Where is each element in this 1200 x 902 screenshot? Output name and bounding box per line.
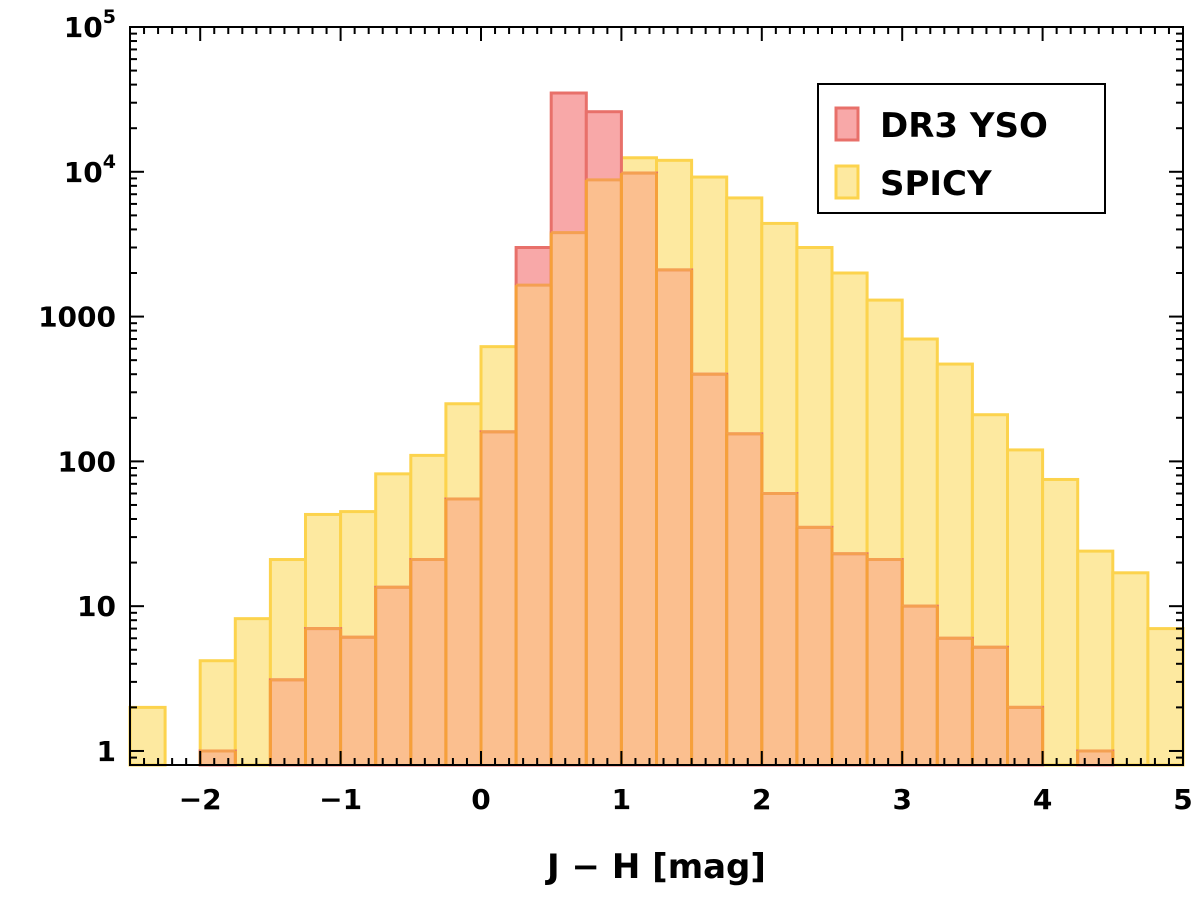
spicy-bar — [1076, 549, 1115, 767]
x-tick-label: −1 — [319, 783, 362, 816]
legend-swatch — [834, 106, 860, 142]
overlap-bar — [1009, 708, 1042, 765]
plot-frame — [129, 26, 1184, 766]
overlap-bar — [201, 752, 234, 765]
overlap-bar — [552, 234, 585, 766]
y-tick-label: 1000 — [38, 301, 116, 334]
overlap-bar — [482, 433, 515, 765]
overlap-bar — [938, 639, 971, 765]
legend: DR3 YSO SPICY — [817, 83, 1106, 214]
overlap-bar — [447, 500, 480, 765]
legend-label: DR3 YSO — [880, 106, 1048, 146]
x-tick-label: 5 — [1173, 783, 1192, 816]
x-tick-label: 3 — [892, 783, 911, 816]
y-tick-label: 104 — [64, 151, 116, 189]
overlap-bar — [587, 181, 620, 766]
x-tick-label: 0 — [471, 783, 490, 816]
y-tick-label: 10 — [77, 590, 116, 623]
x-tick-label: 1 — [612, 783, 631, 816]
spicy-bar — [233, 617, 272, 767]
x-tick-label: −2 — [179, 783, 222, 816]
spicy-bar — [1041, 477, 1080, 767]
overlap-bar — [1079, 752, 1112, 765]
overlap-bar — [412, 561, 445, 765]
overlap-bar — [307, 630, 340, 765]
overlap-bar — [763, 495, 796, 765]
legend-box — [817, 83, 1106, 214]
y-tick-label: 105 — [64, 6, 116, 44]
x-axis-label: J − H [mag] — [545, 847, 766, 887]
overlap-bar — [973, 648, 1006, 765]
overlap-bar — [903, 607, 936, 765]
overlap-bar — [517, 286, 550, 765]
overlap-bar — [271, 681, 304, 765]
x-tick-label: 4 — [1033, 783, 1052, 816]
overlap-bar — [342, 638, 375, 765]
legend-swatch — [834, 164, 860, 200]
overlap-bar — [658, 271, 691, 765]
spicy-bar — [128, 705, 167, 767]
y-tick-label: 1 — [97, 735, 116, 768]
legend-label: SPICY — [880, 164, 992, 204]
spicy-bar — [1111, 571, 1150, 767]
overlap-bar — [693, 375, 726, 765]
overlap-bar — [868, 561, 901, 765]
spicy-bar — [198, 659, 237, 767]
overlap-bars — [198, 171, 1115, 766]
overlap-bar — [798, 528, 831, 765]
overlap-bar — [377, 588, 410, 765]
x-tick-label: 2 — [752, 783, 771, 816]
overlap-bar — [833, 555, 866, 765]
axis-tick-labels: −2 −1 0 1 2 3 4 5 1 10 100 1000 104 105 — [38, 6, 1193, 816]
y-tick-label: 100 — [58, 445, 116, 478]
overlap-bar — [728, 435, 761, 765]
overlap-bar — [622, 174, 655, 765]
